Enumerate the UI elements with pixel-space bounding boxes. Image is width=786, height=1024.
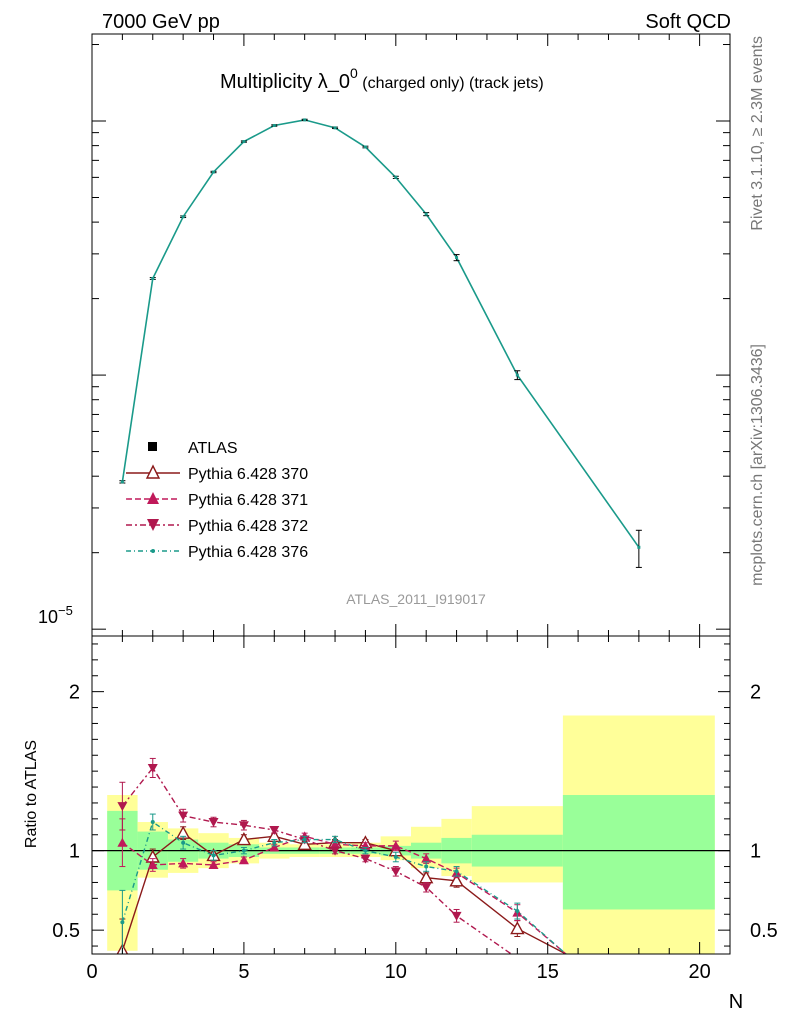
ratio-point — [449, 873, 464, 887]
data-point — [151, 276, 155, 280]
ratio-point — [421, 853, 432, 863]
ratio-point — [330, 839, 341, 849]
ratio-ylabel: Ratio to ATLAS — [23, 740, 40, 848]
ratio-y-tick-label-left: 0.5 — [52, 920, 80, 942]
x-tick-label: 5 — [238, 961, 249, 983]
ratio-point — [515, 909, 520, 914]
data-point — [303, 118, 307, 122]
mc-curve — [121, 119, 640, 548]
ratio-point — [208, 859, 219, 869]
ratio-point — [510, 921, 525, 935]
ratio-point — [330, 846, 341, 856]
header-right: Soft QCD — [645, 11, 731, 33]
legend-marker-atlas — [148, 442, 157, 451]
main-series — [119, 118, 642, 568]
x-axis-label: N — [729, 991, 743, 1013]
stat-uncertainty-band — [562, 795, 715, 910]
ratio-point — [272, 840, 277, 845]
chart-title: Multiplicity λ_00 (charged only) (track … — [220, 65, 544, 93]
x-tick-label: 10 — [385, 961, 407, 983]
ratio-series — [116, 757, 567, 954]
ratio-frame — [91, 635, 731, 955]
legend: ATLAS Pythia 6.428 370 Pythia 6.428 371 … — [126, 440, 308, 561]
legend-label-376: Pythia 6.428 376 — [188, 544, 308, 561]
legend-label-atlas: ATLAS — [188, 440, 238, 457]
ratio-y-tick-label-right: 1 — [750, 841, 761, 863]
rivet-label: Rivet 3.1.10, ≥ 2.3M events — [749, 36, 766, 231]
data-point — [424, 212, 428, 216]
watermark: ATLAS_2011_I919017 — [346, 591, 486, 607]
ratio-point — [421, 883, 432, 893]
legend-entry-370: Pythia 6.428 370 — [126, 464, 308, 483]
ratio-y-tick-label-right: 0.5 — [750, 920, 778, 942]
ratio-line-1 — [121, 835, 567, 954]
ratio-point — [424, 864, 429, 869]
ratio-point — [238, 821, 249, 831]
ratio-point — [117, 802, 128, 812]
ratio-point — [117, 837, 128, 847]
data-point — [363, 145, 367, 149]
ratio-point — [147, 763, 158, 773]
ratio-point — [178, 811, 189, 821]
ratio-point — [120, 920, 125, 925]
legend-entry-atlas: ATLAS — [148, 440, 238, 457]
ratio-point — [150, 820, 155, 825]
legend-entry-376: Pythia 6.428 376 — [126, 544, 308, 561]
ratio-point — [363, 848, 368, 853]
ratio-y-tick-label-right: 2 — [750, 682, 761, 704]
data-point — [333, 126, 337, 130]
axes: 0 5 10 15 20 0.5 0.5 1 1 2 2 — [52, 34, 778, 983]
ratio-point — [390, 867, 401, 877]
legend-marker-376 — [151, 549, 155, 553]
data-point — [272, 124, 276, 128]
data-point — [394, 175, 398, 179]
ratio-point — [451, 911, 462, 921]
x-tick-label: 15 — [537, 961, 559, 983]
header-left: 7000 GeV pp — [102, 11, 220, 33]
mcplots-label: mcplots.cern.ch [arXiv:1306.3436] — [749, 344, 766, 586]
legend-marker-370 — [145, 464, 161, 479]
legend-label-371: Pythia 6.428 371 — [188, 492, 308, 509]
data-point — [515, 373, 519, 377]
data-point — [212, 170, 216, 174]
ratio-point — [211, 853, 216, 858]
ratio-point — [269, 825, 280, 835]
ratio-y-tick-label-left: 2 — [69, 682, 80, 704]
ratio-point — [390, 840, 401, 850]
legend-label-370: Pythia 6.428 370 — [188, 466, 308, 483]
ratio-point — [238, 855, 249, 865]
ratio-point — [302, 837, 307, 842]
legend-entry-371: Pythia 6.428 371 — [126, 492, 308, 509]
data-point — [181, 215, 185, 219]
data-point — [120, 480, 124, 484]
ratio-point — [333, 837, 338, 842]
ratio-point — [178, 858, 189, 868]
ratio-point — [208, 818, 219, 828]
legend-marker-372 — [147, 519, 159, 531]
legend-marker-371 — [147, 492, 159, 504]
ratio-point — [236, 832, 252, 846]
ratio-point — [147, 859, 158, 869]
ratio-point — [360, 854, 371, 864]
ratio-point — [181, 840, 186, 845]
ratio-line-3 — [121, 820, 567, 954]
data-point — [455, 256, 459, 260]
ratio-point — [393, 855, 398, 860]
main-ytick-label: 10−5 — [38, 603, 73, 627]
ratio-point — [269, 842, 280, 852]
ratio-y-tick-label-left: 1 — [69, 841, 80, 863]
x-tick-label: 0 — [86, 961, 97, 983]
data-point — [242, 140, 246, 144]
ratio-point — [454, 869, 459, 874]
legend-entry-372: Pythia 6.428 372 — [126, 518, 308, 535]
ratio-point — [241, 848, 246, 853]
legend-label-372: Pythia 6.428 372 — [188, 518, 308, 535]
data-point — [637, 545, 641, 549]
x-tick-label: 20 — [688, 961, 710, 983]
